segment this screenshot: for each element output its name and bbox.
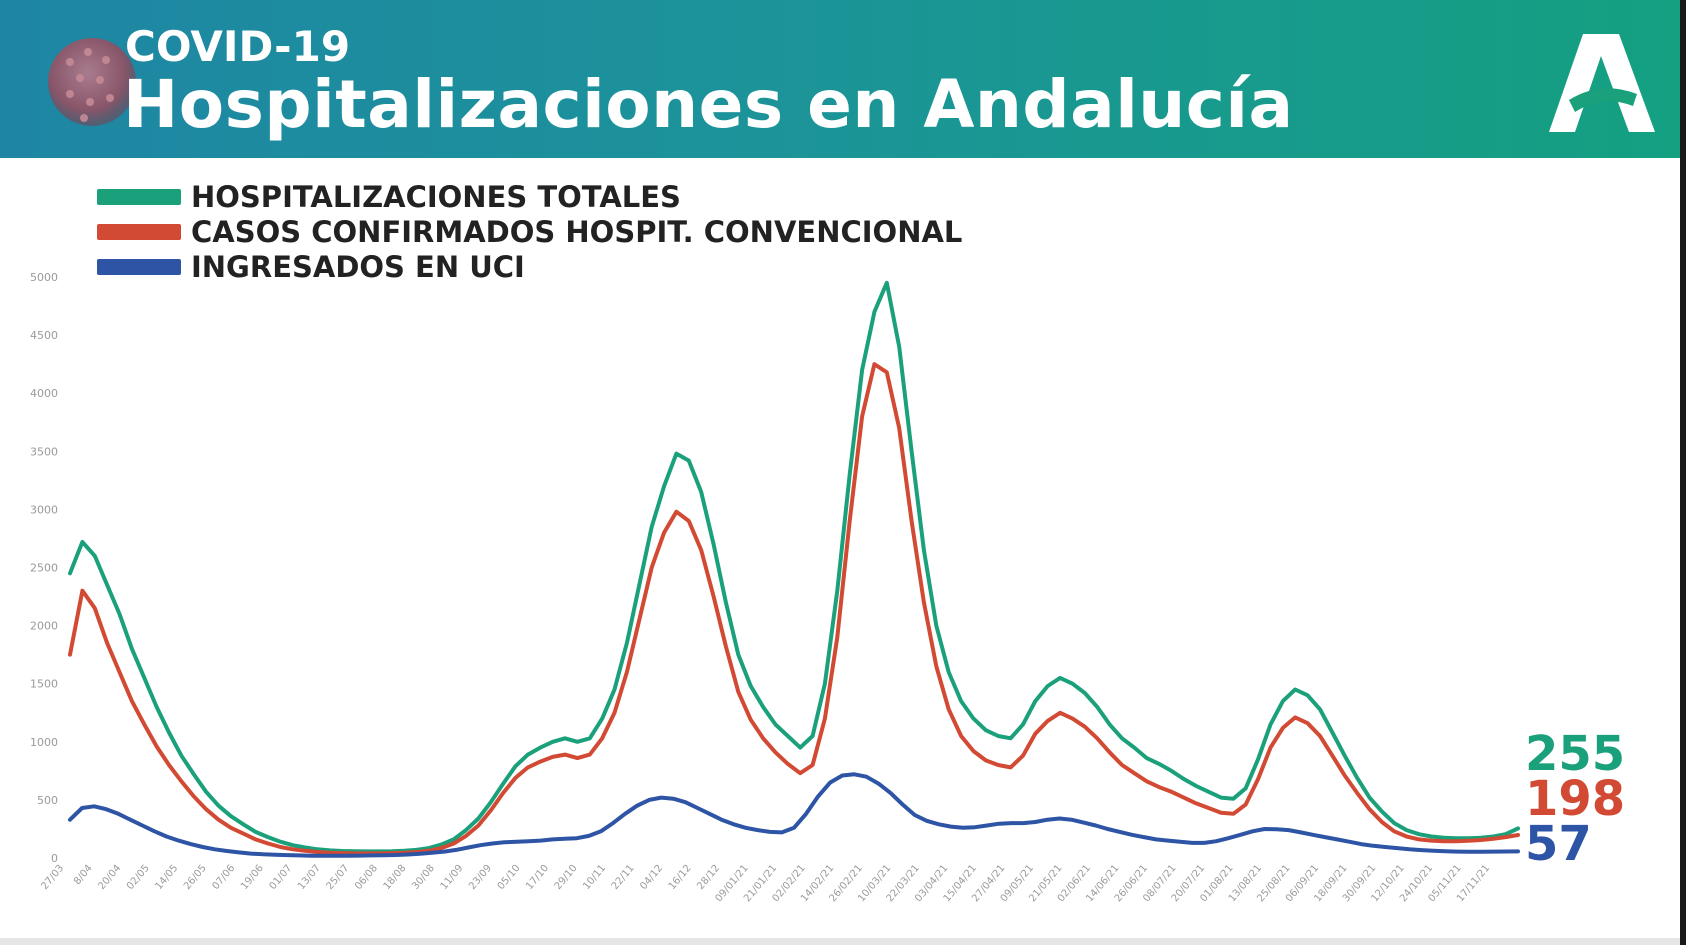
series-line-icu — [68, 772, 1520, 858]
x-tick-label: 11/09 — [439, 863, 466, 892]
header-subtitle: COVID-19 — [125, 22, 351, 71]
x-tick-label: 23/09 — [467, 863, 494, 892]
x-tick-label: 8/04 — [72, 863, 95, 887]
y-tick-label: 3000 — [30, 503, 58, 516]
x-tick-label: 22/11 — [610, 863, 637, 892]
x-tick-label: 28/12 — [695, 863, 722, 892]
end-value-conventional: 198 — [1525, 771, 1625, 827]
end-value-icu: 57 — [1525, 816, 1592, 872]
y-tick-label: 500 — [37, 794, 58, 807]
coronavirus-icon — [48, 38, 136, 126]
x-tick-label: 25/07 — [325, 863, 352, 892]
end-value-total: 255 — [1525, 726, 1625, 782]
x-tick-label: 20/04 — [96, 863, 123, 892]
x-tick-label: 30/08 — [410, 863, 437, 892]
x-tick-label: 29/10 — [553, 863, 580, 892]
y-tick-label: 0 — [51, 852, 58, 865]
legend-swatch-blue — [97, 259, 181, 275]
window-edge — [1680, 0, 1686, 945]
x-tick-label: 04/12 — [638, 863, 665, 892]
x-tick-label: 16/12 — [667, 863, 694, 892]
y-tick-label: 1500 — [30, 678, 58, 691]
x-tick-label: 06/08 — [353, 863, 380, 892]
legend-label-conventional: CASOS CONFIRMADOS HOSPIT. CONVENCIONAL — [191, 215, 963, 249]
y-tick-label: 4500 — [30, 329, 58, 342]
x-tick-label: 01/07 — [268, 863, 295, 892]
page-title: Hospitalizaciones en Andalucía — [123, 66, 1294, 143]
x-tick-label: 05/10 — [496, 863, 523, 892]
legend-label-total: HOSPITALIZACIONES TOTALES — [191, 180, 681, 214]
y-tick-label: 4000 — [30, 387, 58, 400]
header-banner: COVID-19 Hospitalizaciones en Andalucía — [0, 0, 1680, 158]
bottom-scroll-bar — [0, 938, 1680, 945]
legend-swatch-green — [97, 189, 181, 205]
x-tick-label: 19/06 — [239, 863, 266, 892]
y-tick-label: 2500 — [30, 562, 58, 575]
x-tick-label: 10/11 — [581, 863, 608, 892]
x-tick-label: 02/05 — [125, 863, 152, 892]
x-tick-label: 18/08 — [382, 863, 409, 892]
x-tick-label: 26/05 — [182, 863, 209, 892]
series-line-conventional — [68, 362, 1520, 856]
y-tick-label: 5000 — [30, 271, 58, 284]
x-tick-label: 13/07 — [296, 863, 323, 892]
series-line-total — [68, 280, 1520, 854]
x-tick-label: 17/10 — [524, 863, 551, 892]
junta-andalucia-logo — [1549, 34, 1655, 132]
x-tick-label: 07/06 — [210, 863, 237, 892]
y-tick-label: 2000 — [30, 620, 58, 633]
y-tick-label: 3500 — [30, 445, 58, 458]
legend-label-icu: INGRESADOS EN UCI — [191, 250, 525, 284]
x-tick-label: 14/05 — [153, 863, 180, 892]
x-tick-label: 27/03 — [39, 863, 66, 892]
legend-swatch-red — [97, 224, 181, 240]
y-tick-label: 1000 — [30, 736, 58, 749]
